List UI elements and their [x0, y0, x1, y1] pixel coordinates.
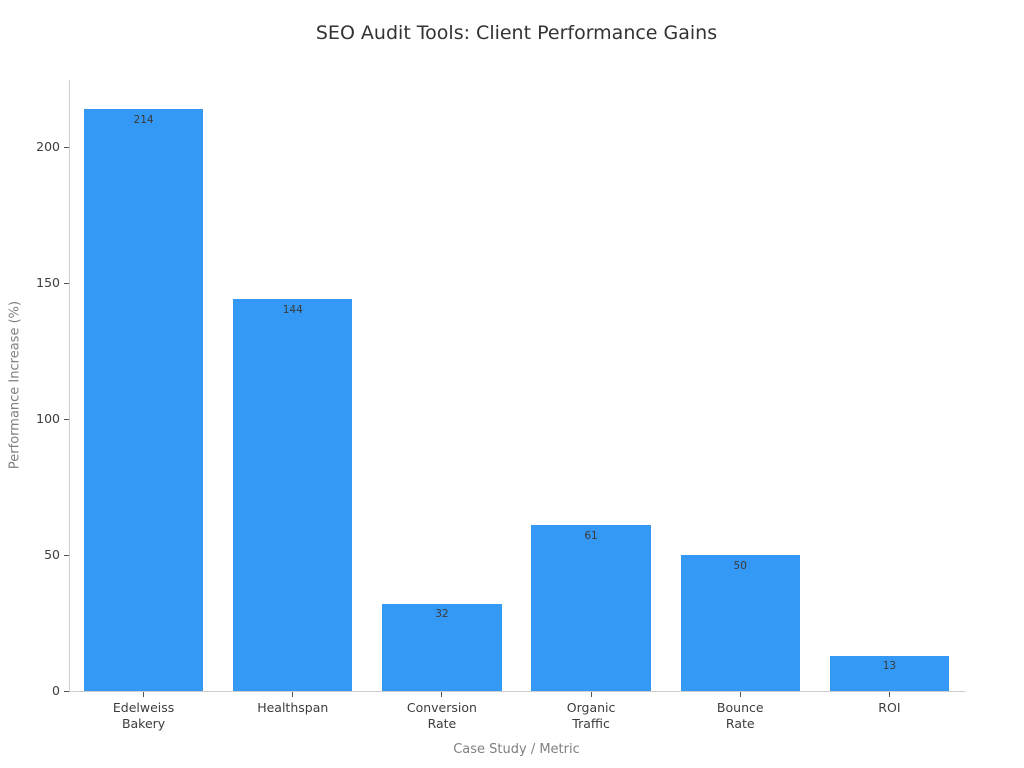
- bar-value-label: 13: [882, 660, 897, 673]
- y-tick-label: 200: [36, 139, 60, 155]
- bar: [829, 655, 950, 691]
- bar-value-label: 50: [733, 559, 747, 572]
- x-category-label: Edelweiss Bakery: [112, 700, 175, 731]
- x-category-label: Organic Traffic: [566, 700, 616, 731]
- x-category-label: ROI: [878, 700, 901, 715]
- x-category-label: Healthspan: [257, 700, 329, 715]
- x-tick-mark: [292, 692, 294, 697]
- bar: [680, 555, 800, 691]
- x-category-label: Conversion Rate: [406, 700, 477, 731]
- x-tick-mark: [739, 692, 741, 697]
- bar: [531, 525, 651, 691]
- y-tick-mark: [64, 282, 69, 284]
- y-tick-label: 100: [36, 411, 60, 427]
- bar-value-label: 214: [133, 113, 154, 126]
- plot-area: [69, 80, 965, 692]
- x-tick-mark: [441, 692, 443, 697]
- y-tick-mark: [64, 418, 69, 420]
- y-tick-mark: [64, 146, 69, 148]
- y-tick-label: 50: [44, 547, 60, 563]
- bar-value-label: 32: [435, 608, 449, 621]
- x-category-label: Bounce Rate: [716, 700, 764, 731]
- y-tick-mark: [64, 554, 69, 556]
- y-tick-mark: [64, 690, 69, 692]
- bar: [83, 109, 204, 691]
- x-tick-mark: [143, 692, 145, 697]
- y-axis-label: Performance Increase (%): [7, 300, 23, 470]
- x-axis-label: Case Study / Metric: [453, 742, 580, 757]
- bar: [382, 603, 502, 691]
- x-tick-mark: [888, 692, 890, 697]
- bar-value-label: 144: [282, 303, 303, 316]
- x-tick-mark: [590, 692, 592, 697]
- bar-value-label: 61: [584, 529, 598, 542]
- bar: [233, 299, 353, 691]
- chart-title: SEO Audit Tools: Client Performance Gain…: [315, 22, 718, 44]
- y-tick-label: 150: [36, 275, 60, 291]
- y-tick-label: 0: [52, 683, 60, 698]
